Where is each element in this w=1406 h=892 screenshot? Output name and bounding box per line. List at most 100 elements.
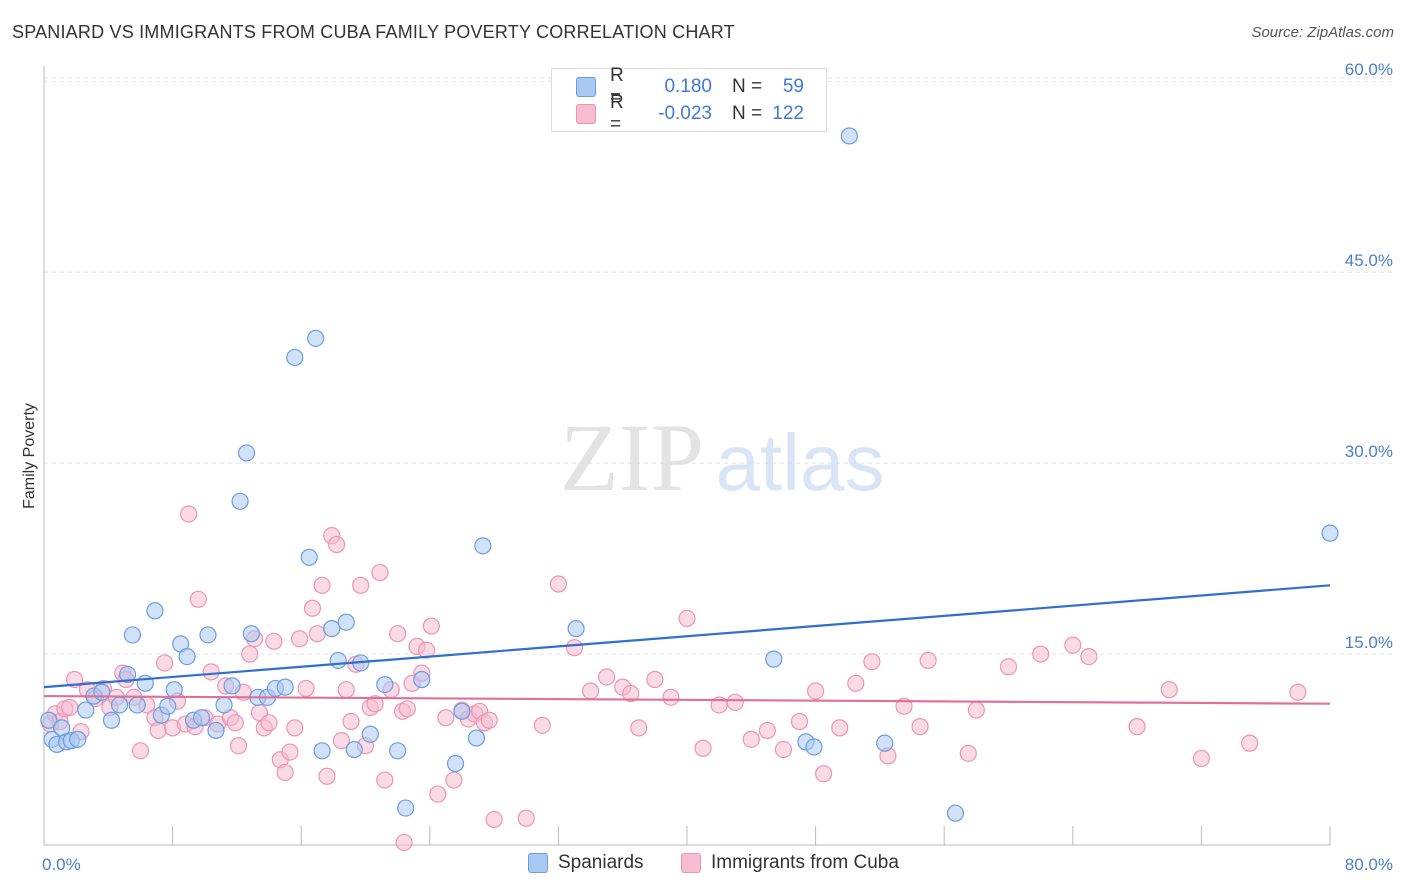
spaniards-point [242,625,260,643]
cuba-point [694,739,712,757]
trend-line-spaniards [43,584,1331,689]
spaniards-point [77,701,95,719]
spaniards-point [323,619,341,638]
spaniards-point [337,613,355,631]
spaniards-point [474,537,492,555]
legend-r-label: R = [610,65,624,108]
cuba-point [395,833,413,852]
cuba-point [911,718,929,736]
spaniards-point [128,696,146,714]
spaniards-point [93,683,111,701]
spaniards-point [231,492,249,510]
cuba-point [389,625,407,643]
spaniards-point [178,647,196,666]
cuba-point [226,714,244,732]
cuba-point [202,663,220,681]
cuba-point [265,632,283,650]
label-layer: 15.0% 30.0% 45.0% 60.0% 0.0% 80.0% Family Pove… [21,60,1393,874]
spaniards-point [313,742,331,760]
spaniards-point [223,677,241,695]
cuba-point [533,716,551,734]
cuba-point [1289,683,1307,701]
x-tick-label: 0.0% [42,855,81,874]
spaniards-point [300,548,318,566]
spaniards-point [118,665,137,684]
y-tick-label: 30.0% [1345,442,1393,461]
cuba-point [630,719,648,737]
spaniards-point [207,721,225,740]
cuba-point [742,730,760,748]
y-tick-label: 45.0% [1345,251,1393,270]
spaniards-point [1321,524,1339,542]
cuba-point [318,767,336,785]
cuba-point [308,625,326,643]
cuba-point [790,712,809,731]
cuba-point [806,682,825,700]
spaniards-point [361,725,379,743]
cuba-point [678,609,696,628]
spaniards-point [199,626,217,644]
cuba-point [919,651,937,670]
cuba-point [417,641,436,659]
spaniards-point [110,696,129,714]
spaniards-point [397,799,415,817]
spaniards-point [307,329,325,347]
spaniards-point [102,711,121,729]
cuba-point [662,688,680,706]
spaniards-point [840,127,858,145]
legend-swatch-spaniards [576,77,596,97]
spaniards-point [765,650,783,668]
cuba-point [276,763,294,782]
watermark: ZIP atlas [560,404,884,511]
legend-r-value: -0.023 [658,103,712,124]
correlation-legend: R = 0.180 N = 59 R = -0.023 N = 122 [551,65,827,135]
cuba-point [622,684,640,703]
chart-source: Source: ZipAtlas.com [1251,24,1394,41]
chart-title: SPANIARD VS IMMIGRANTS FROM CUBA FAMILY … [12,22,735,42]
cuba-point [155,654,174,672]
watermark-zip: ZIP [560,404,704,511]
bottom-legend-spaniards: Spaniards [528,852,644,874]
cuba-point [815,765,833,783]
legend-swatch-cuba [576,104,596,124]
legend-row-cuba: R = -0.023 N = 122 [576,92,804,135]
spaniards-point [413,670,431,689]
spaniards-point [215,696,233,714]
cuba-point [286,719,304,737]
legend-r-label: R = [610,92,624,135]
spaniards-point [446,754,465,773]
bottom-legend-swatch-cuba [681,853,701,873]
cuba-point [485,810,503,829]
cuba-point [61,698,79,717]
cuba-point [337,681,355,699]
cuba-point [422,617,441,635]
spaniards-point [376,676,394,694]
spaniards-point [159,697,177,715]
cuba-point [863,653,881,671]
cuba-point [999,658,1018,676]
cuba-point [332,732,350,750]
spaniards-point [876,734,894,752]
cuba-point [241,645,259,663]
legend-r-value: 0.180 [664,76,712,97]
legend-row-spaniards: R = 0.180 N = 59 [576,65,804,108]
cuba-point [342,712,360,731]
cuba-point [281,743,299,761]
series-spaniards-points [40,127,1339,822]
watermark-atlas: atlas [716,418,885,507]
cuba-point [646,670,664,689]
y-axis-title: Family Poverty [21,403,38,509]
cuba-point [1032,645,1050,663]
cuba-point [581,682,600,700]
cuba-point [549,575,568,593]
cuba-point [371,563,389,582]
cuba-point [1160,681,1178,699]
cuba-point [774,740,793,759]
trend-line-cuba [43,694,1331,705]
cuba-point [398,700,416,718]
spaniards-point [329,651,347,670]
cuba-point [959,744,977,762]
cuba-point [297,679,315,698]
cuba-point [352,576,370,594]
